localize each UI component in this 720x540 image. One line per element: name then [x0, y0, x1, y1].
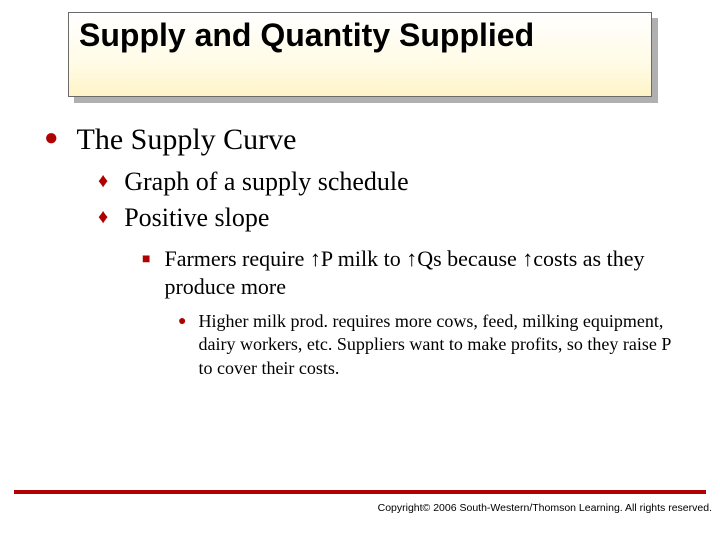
diamond-bullet-icon: ♦ — [98, 171, 108, 191]
sublist-level2: ♦ Graph of a supply schedule ♦ Positive … — [94, 165, 688, 380]
bullet-level1-text: The Supply Curve — [77, 120, 297, 159]
bullet-level3-text: Farmers require ↑P milk to ↑Qs because ↑… — [164, 245, 688, 302]
circle-bullet-icon: ● — [44, 126, 59, 150]
circle-bullet-icon: ● — [178, 315, 186, 329]
bullet-level2: ♦ Positive slope — [94, 201, 688, 235]
bullet-level2-text: Graph of a supply schedule — [124, 165, 408, 199]
bullet-level4: ● Higher milk prod. requires more cows, … — [174, 310, 688, 380]
slide-title: Supply and Quantity Supplied — [79, 17, 534, 54]
bullet-level4-text: Higher milk prod. requires more cows, fe… — [198, 310, 688, 380]
sublist-level3: ■ Farmers require ↑P milk to ↑Qs because… — [138, 245, 688, 380]
title-box: Supply and Quantity Supplied — [68, 12, 652, 97]
bullet-level1: ● The Supply Curve — [38, 120, 688, 159]
divider-rule — [14, 490, 706, 494]
copyright-text: Copyright© 2006 South-Western/Thomson Le… — [0, 502, 712, 514]
slide: Supply and Quantity Supplied ● The Suppl… — [0, 0, 720, 540]
sublist-level4: ● Higher milk prod. requires more cows, … — [174, 310, 688, 380]
bullet-level2: ♦ Graph of a supply schedule — [94, 165, 688, 199]
content-area: ● The Supply Curve ♦ Graph of a supply s… — [38, 120, 688, 380]
bullet-level3: ■ Farmers require ↑P milk to ↑Qs because… — [138, 245, 688, 302]
square-bullet-icon: ■ — [142, 253, 150, 267]
bullet-level2-text: Positive slope — [124, 201, 269, 235]
diamond-bullet-icon: ♦ — [98, 207, 108, 227]
